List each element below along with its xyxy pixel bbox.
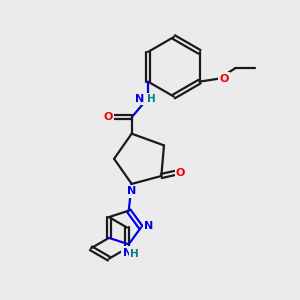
Text: N: N	[127, 186, 136, 197]
Text: O: O	[220, 74, 229, 84]
Text: H: H	[130, 249, 139, 259]
Text: H: H	[147, 94, 156, 104]
Text: O: O	[176, 168, 185, 178]
Text: N: N	[135, 94, 144, 103]
Text: N: N	[144, 221, 154, 231]
Text: N: N	[123, 248, 132, 258]
Text: O: O	[103, 112, 112, 122]
